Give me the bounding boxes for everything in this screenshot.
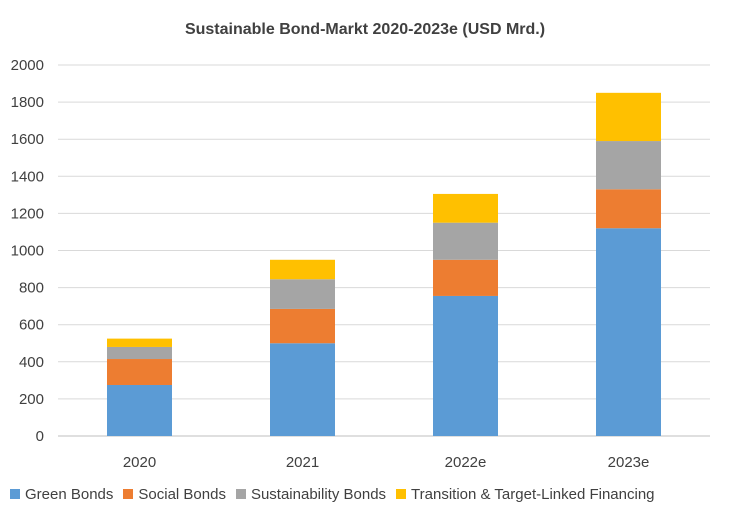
bar-segment xyxy=(433,259,498,296)
y-tick-label: 800 xyxy=(19,280,44,297)
y-tick-label: 0 xyxy=(36,428,44,445)
x-tick-label: 2022e xyxy=(445,454,487,471)
bar-segment xyxy=(107,359,172,385)
bar-segment xyxy=(433,295,498,436)
bar-segment xyxy=(596,228,661,436)
legend-swatch xyxy=(10,489,20,499)
legend-label: Green Bonds xyxy=(25,485,114,503)
bar-segment xyxy=(596,92,661,142)
legend-label: Sustainability Bonds xyxy=(250,485,387,503)
bar-segment xyxy=(270,343,335,436)
legend-item: Green Bonds xyxy=(10,486,113,503)
y-tick-label: 600 xyxy=(19,317,44,334)
y-tick-label: 1000 xyxy=(11,243,44,260)
y-tick-label: 400 xyxy=(19,354,44,371)
legend-item: Social Bonds xyxy=(123,486,226,503)
legend-swatch xyxy=(123,489,134,499)
legend-item: Sustainability Bonds xyxy=(235,485,387,503)
legend-label: Social Bonds xyxy=(138,485,226,503)
bar-segment xyxy=(270,259,335,280)
y-tick-label: 1400 xyxy=(11,168,44,185)
bar-segment xyxy=(270,279,335,309)
legend-swatch xyxy=(396,489,407,499)
y-tick-label: 1800 xyxy=(11,94,44,111)
y-tick-label: 1600 xyxy=(11,131,44,148)
y-tick-label: 1200 xyxy=(11,205,44,222)
bar-segment xyxy=(107,384,172,436)
bar-segment xyxy=(433,222,498,260)
legend-item: Transition & Target-Linked Financing xyxy=(396,485,655,503)
x-tick-label: 2020 xyxy=(123,454,156,471)
chart-legend: Green Bonds Social Bonds Sustainability Bo… xyxy=(10,484,730,504)
bar-segment xyxy=(107,338,172,347)
x-tick-label: 2021 xyxy=(286,454,319,471)
bar-segment xyxy=(270,308,335,344)
y-tick-label: 2000 xyxy=(11,57,44,74)
bar-segment xyxy=(596,189,661,229)
bar-segment xyxy=(433,193,498,223)
bar-segment xyxy=(107,346,172,360)
chart-title: Sustainable Bond-Markt 2020-2023e (USD M… xyxy=(184,21,546,38)
y-tick-label: 200 xyxy=(19,391,44,408)
legend-swatch xyxy=(235,489,246,499)
bar-segment xyxy=(596,141,661,190)
x-tick-label: 2023e xyxy=(608,454,650,471)
legend-label: Transition & Target-Linked Financing xyxy=(411,485,655,503)
